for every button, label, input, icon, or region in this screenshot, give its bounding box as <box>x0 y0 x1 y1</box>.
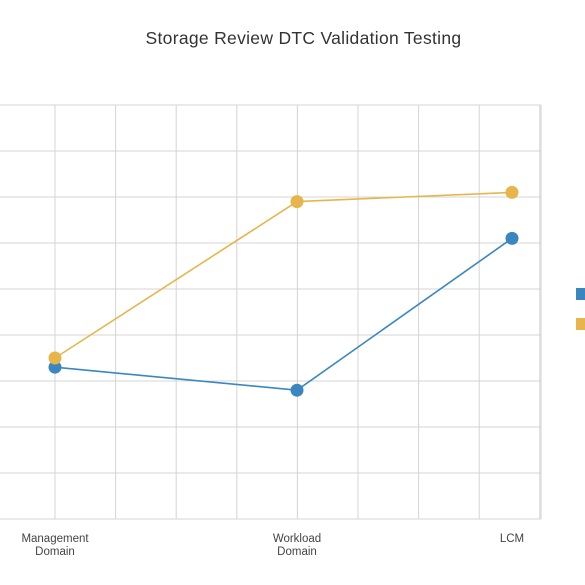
series-2-point <box>505 185 519 199</box>
x-tick-label: Management Domain <box>21 533 89 558</box>
series-lines <box>54 191 513 392</box>
series-2-point <box>290 195 304 209</box>
series-1-point <box>505 231 519 245</box>
series-2-point <box>48 351 62 365</box>
series-1-point <box>290 383 304 397</box>
x-tick-label: Workload Domain <box>273 533 321 558</box>
x-tick-label: LCM <box>500 533 524 545</box>
legend <box>576 288 585 330</box>
chart-title: Storage Review DTC Validation Testing <box>145 28 462 48</box>
grid-layer <box>0 104 542 520</box>
series-2-line <box>54 191 513 359</box>
series-points <box>48 185 519 397</box>
legend-marker-series-2 <box>576 318 585 330</box>
legend-marker-series-1 <box>576 288 585 300</box>
series-1-point <box>48 360 62 374</box>
x-axis-tick-labels: Management Domain Workload Domain LCM <box>21 533 524 558</box>
